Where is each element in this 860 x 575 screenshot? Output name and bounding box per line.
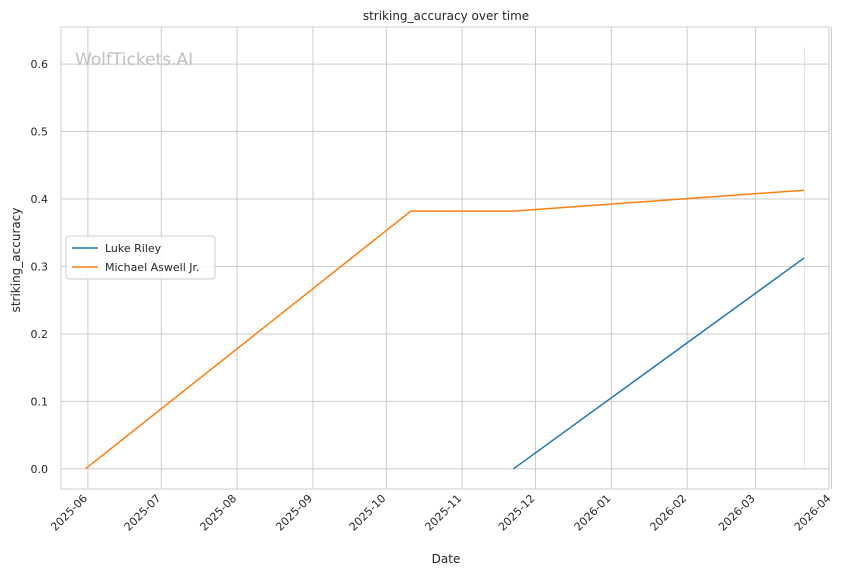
y-tick-label: 0.4	[31, 193, 49, 206]
y-tick-label: 0.6	[31, 58, 49, 71]
y-axis-title: striking_accuracy	[9, 208, 23, 313]
y-tick-label: 0.2	[31, 328, 49, 341]
y-tick-label: 0.5	[31, 126, 49, 139]
chart-title: striking_accuracy over time	[363, 9, 529, 23]
grid-layer	[61, 27, 832, 489]
legend-label-michael-aswell-jr: Michael Aswell Jr.	[105, 261, 200, 274]
y-tick-label: 0.3	[31, 260, 49, 273]
series-line-luke-riley	[513, 257, 805, 470]
legend: Luke Riley Michael Aswell Jr.	[65, 235, 216, 280]
y-tick-label: 0.0	[31, 463, 49, 476]
x-axis-title: Date	[432, 552, 461, 566]
y-tick-label: 0.1	[31, 395, 49, 408]
legend-box	[65, 235, 216, 280]
series-line-michael-aswell-jr	[85, 189, 805, 470]
watermark-text: WolfTickets.AI	[75, 50, 193, 70]
legend-label-luke-riley: Luke Riley	[105, 242, 162, 255]
series-layer	[85, 47, 806, 470]
plot-frame	[60, 26, 830, 490]
